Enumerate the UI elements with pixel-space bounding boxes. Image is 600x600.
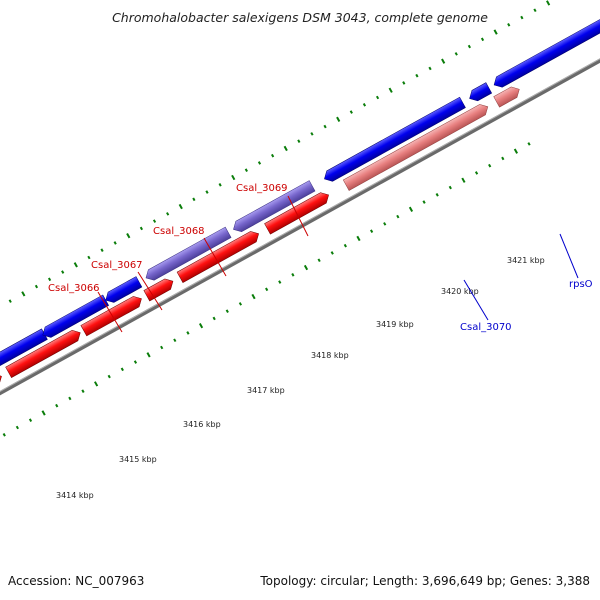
gene-arrow[interactable] [176, 228, 262, 283]
map-title: Chromohalobacter salexigens DSM 3043, co… [112, 10, 488, 25]
gene-label-csal-3070[interactable]: Csal_3070 [460, 322, 512, 333]
gene-arrow[interactable] [143, 276, 176, 302]
gene-arrow[interactable] [0, 328, 48, 371]
accession-text: Accession: NC_007963 [8, 574, 145, 588]
gene-arrow[interactable] [491, 8, 600, 90]
genome-summary-text: Topology: circular; Length: 3,696,649 bp… [260, 574, 590, 588]
outer-tick-row [8, 0, 551, 303]
gene-arrow[interactable] [493, 84, 523, 108]
gene-arrow[interactable] [143, 226, 232, 283]
gene-arrow[interactable] [5, 327, 84, 378]
plus-strand-genes [0, 8, 600, 371]
kbp-tick-labels: 3414 kbp 3415 kbp 3416 kbp 3417 kbp 3418… [56, 256, 545, 500]
gene-arrow[interactable] [231, 180, 316, 235]
gene-label-csal-3069[interactable]: Csal_3069 [236, 183, 288, 194]
gene-arrow[interactable] [342, 101, 491, 191]
gene-arrow[interactable] [80, 293, 145, 337]
kbp-label: 3414 kbp [56, 491, 94, 500]
kbp-label: 3419 kbp [376, 320, 414, 329]
gene-label-csal-3067[interactable]: Csal_3067 [91, 260, 143, 271]
kbp-label: 3420 kbp [441, 287, 479, 296]
kbp-label: 3415 kbp [119, 455, 157, 464]
gene-arrow[interactable] [0, 371, 4, 397]
kbp-label: 3421 kbp [507, 256, 545, 265]
gene-arrow[interactable] [467, 82, 493, 104]
gene-label-csal-3068[interactable]: Csal_3068 [153, 226, 205, 237]
gene-label-csal-3066[interactable]: Csal_3066 [48, 283, 100, 294]
kbp-label: 3416 kbp [183, 420, 221, 429]
gene-arrow[interactable] [321, 96, 466, 184]
gene-label-rpso[interactable]: rpsO [569, 279, 593, 290]
gene-labels: Csal_3066 Csal_3067 Csal_3068 Csal_3069 … [48, 183, 593, 333]
inner-tick-row [2, 142, 531, 437]
kbp-label: 3417 kbp [247, 386, 285, 395]
minus-strand-genes [0, 84, 523, 397]
kbp-label: 3418 kbp [311, 351, 349, 360]
gene-arrow[interactable] [103, 276, 143, 306]
gene-arrow[interactable] [40, 294, 109, 340]
label-leader-lines [97, 195, 579, 333]
genome-backbone-highlight [0, 28, 600, 457]
genome-backbone [0, 28, 600, 460]
